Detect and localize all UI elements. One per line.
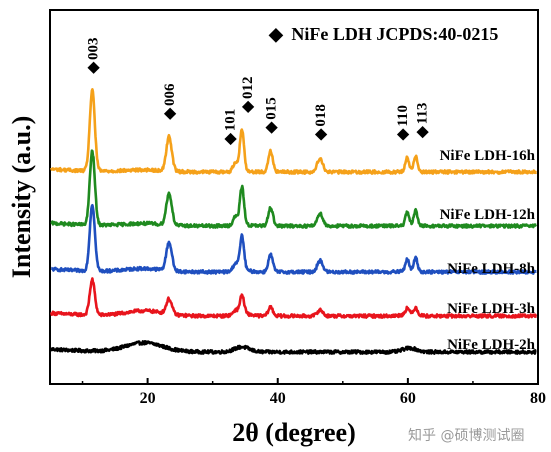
legend-diamond-icon: ◆: [268, 24, 284, 44]
series-label: NiFe LDH-12h: [440, 207, 536, 223]
peak-index: 006: [162, 83, 178, 106]
legend-label: NiFe LDH JCPDS:40-0215: [291, 24, 498, 44]
series-labels: NiFe LDH-2h NiFe LDH-3h NiFe LDH-8h NiFe LD…: [440, 148, 536, 353]
diamond-icon: ◆: [415, 126, 431, 139]
diamond-icon: ◆: [264, 121, 280, 134]
peak-label: ◆110: [395, 105, 411, 141]
peak-index: 015: [264, 97, 280, 120]
diamond-icon: ◆: [395, 128, 411, 141]
series-label: NiFe LDH-3h: [447, 301, 536, 317]
peak-index: 113: [415, 103, 431, 125]
peak-index: 012: [240, 77, 256, 100]
series-layer: [50, 88, 538, 355]
series-line: [50, 149, 538, 229]
series-line: [50, 88, 538, 175]
x-tick-label: 60: [400, 390, 416, 407]
peak-index: 003: [85, 37, 101, 60]
peak-label: ◆ 003: [85, 37, 101, 74]
peak-index: 018: [313, 104, 329, 127]
x-tick-label: 20: [140, 390, 156, 407]
x-tick-label: 40: [270, 390, 286, 407]
series-line: [50, 277, 538, 319]
series-label: NiFe LDH-2h: [447, 337, 536, 353]
peak-labels: ◆003◆006◆101◆012◆015◆018◆110◆113: [85, 37, 430, 145]
series-line: [50, 340, 538, 355]
peak-label: ◆012: [240, 77, 256, 114]
peak-label: ◆015: [264, 97, 280, 134]
legend-text: ◆ NiFe LDH JCPDS:40-0215: [268, 24, 498, 44]
y-axis-title: Intensity (a.u.): [7, 116, 36, 279]
plot-frame: [49, 9, 539, 385]
x-tick-label: 80: [530, 390, 546, 407]
peak-label: ◆113: [415, 103, 431, 139]
diamond-icon: ◆: [313, 128, 329, 141]
diamond-icon: ◆: [162, 108, 178, 121]
watermark-text: 知乎 @硕博测试圈: [408, 427, 524, 444]
peak-label: ◆101: [222, 109, 238, 146]
x-axis-title: 2θ (degree): [232, 418, 356, 447]
series-line: [50, 203, 538, 275]
ticks-layer: 20 40 60 80: [81, 378, 546, 407]
diamond-icon: ◆: [85, 62, 101, 75]
diamond-icon: ◆: [222, 133, 238, 146]
series-label: NiFe LDH-16h: [440, 148, 536, 164]
peak-index: 110: [395, 105, 411, 127]
peak-label: ◆ 006: [162, 83, 178, 121]
peak-index: 101: [222, 109, 238, 132]
series-label: NiFe LDH-8h: [447, 261, 536, 277]
diamond-icon: ◆: [240, 101, 256, 114]
peak-label: ◆018: [313, 104, 329, 141]
